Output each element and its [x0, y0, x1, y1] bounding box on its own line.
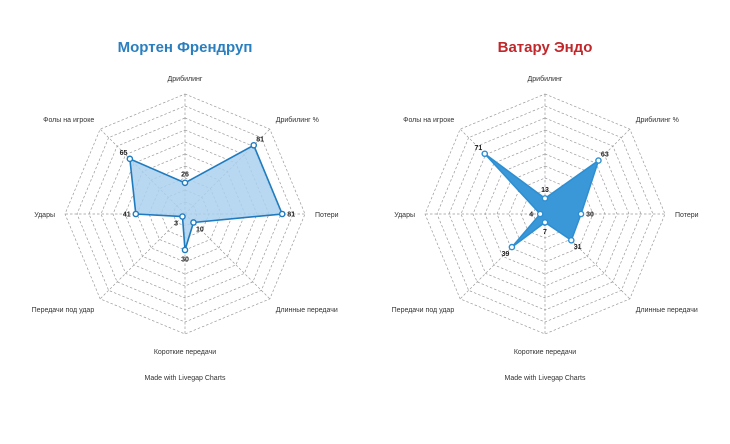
axis-spoke	[99, 213, 186, 300]
axis-label: Дрибилинг	[528, 75, 563, 83]
data-point	[132, 210, 140, 218]
value-label: 39	[502, 251, 510, 258]
radar-chart-endo: Ватару Эндо 13 63 30 31 7 39 4 71 Дрибилинг Дрибил…	[392, 39, 699, 382]
grid-ring	[532, 201, 558, 227]
value-label: 3	[174, 220, 178, 227]
data-point	[179, 213, 186, 220]
data-point	[541, 219, 549, 226]
axis-label: Потери	[315, 212, 339, 219]
credit-text: Made with Livegap Charts	[145, 375, 226, 382]
value-label: 63	[601, 152, 609, 159]
series-area	[128, 144, 284, 251]
data-point	[181, 179, 189, 187]
chart-title: Мортен Френдруп	[118, 39, 253, 56]
data-point	[181, 246, 189, 254]
grid-ring	[496, 165, 594, 263]
grid-ring	[472, 141, 618, 287]
value-label: 30	[586, 212, 594, 219]
value-label: 81	[287, 212, 295, 219]
data-point	[536, 210, 544, 218]
grid-ring	[424, 93, 666, 335]
axis-label: Удары	[394, 212, 415, 219]
value-label: 7	[543, 229, 547, 236]
axis-label: Длинные передачи	[636, 307, 698, 314]
value-label: 13	[541, 187, 549, 194]
value-label: 81	[256, 136, 264, 143]
grid-ring	[484, 153, 606, 275]
credit-text: Made with Livegap Charts	[505, 375, 586, 382]
axis-label: Фолы на игроке	[43, 117, 94, 124]
value-label: 31	[574, 244, 582, 251]
value-label: 10	[196, 226, 204, 233]
data-point	[595, 157, 602, 164]
data-point	[481, 150, 489, 158]
data-point	[541, 195, 549, 202]
axis-label: Короткие передачи	[514, 349, 576, 356]
data-point	[577, 210, 585, 218]
data-point	[508, 243, 516, 251]
value-label: 71	[474, 145, 482, 152]
axis-label: Дрибилинг %	[636, 116, 679, 124]
data-point	[568, 237, 575, 244]
grid-ring	[460, 129, 630, 299]
value-label: 65	[120, 150, 128, 157]
data-point	[190, 219, 197, 226]
grid-ring	[64, 93, 306, 335]
axis-spoke	[184, 213, 271, 300]
value-label: 26	[181, 171, 189, 178]
chart-title: Ватару Эндо	[498, 39, 593, 56]
axis-label: Длинные передачи	[276, 307, 338, 314]
axis-label: Передачи под удар	[32, 307, 95, 314]
data-point	[126, 155, 134, 163]
axis-label: Дрибилинг %	[276, 116, 319, 124]
axis-label: Передачи под удар	[392, 307, 455, 314]
axis-label: Фолы на игроке	[403, 117, 454, 124]
axis-label: Потери	[675, 212, 699, 219]
value-label: 30	[181, 257, 189, 264]
value-label: 4	[529, 212, 533, 219]
data-point	[278, 210, 286, 218]
radar-chart-frendrup: Мортен Френдруп 26 81 81 10 30 3 41 65 Дрибилинг Д…	[32, 39, 339, 382]
axis-label: Удары	[34, 212, 55, 219]
value-label: 41	[123, 212, 131, 219]
data-point	[250, 141, 258, 149]
axis-label: Короткие передачи	[154, 349, 216, 356]
axis-label: Дрибилинг	[168, 75, 203, 83]
